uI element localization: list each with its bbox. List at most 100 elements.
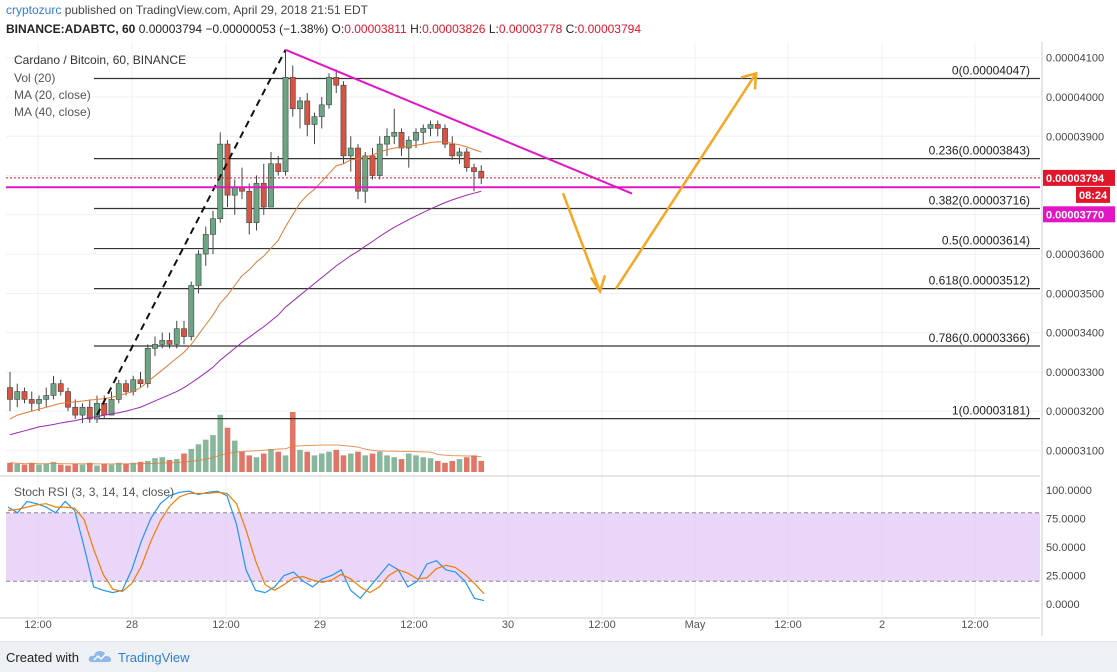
volume-bar: [391, 457, 398, 472]
candle-body: [50, 383, 57, 396]
price-tag-label: 0.00003794: [1046, 173, 1105, 185]
fib-level-label: 0.382(0.00003716): [929, 194, 1030, 208]
price-tag-bg: [1043, 206, 1115, 223]
volume-bar: [398, 459, 405, 472]
y-tick-label: 0.00004000: [1046, 92, 1104, 104]
volume-bar: [210, 435, 216, 472]
publish-text: published on TradingView.com, April 29, …: [64, 3, 369, 17]
volume-bar: [471, 455, 477, 472]
volume-bar: [57, 464, 64, 472]
stoch-rsi-band-lines: [6, 512, 1040, 582]
volume-bar: [253, 457, 260, 472]
volume-bar: [268, 448, 274, 472]
volume-bar: [173, 459, 180, 472]
author-link[interactable]: cryptozurc: [6, 3, 62, 17]
candle-body: [442, 128, 448, 145]
candle-body: [304, 100, 311, 125]
fib-level-label: 0.786(0.00003366): [929, 331, 1030, 345]
candle-body: [340, 84, 347, 157]
chart-title: Cardano / Bitcoin, 60, BINANCE: [14, 53, 186, 67]
candle-body: [413, 132, 419, 141]
volume-bar: [282, 455, 289, 472]
candle-body: [449, 143, 456, 157]
volume-bar: [224, 427, 231, 472]
volume-bar: [43, 463, 50, 472]
descending-trendline: [285, 48, 633, 195]
ma40-line: [9, 190, 482, 436]
volume-bar: [231, 440, 238, 472]
volume-bar: [108, 464, 115, 472]
candle-body: [130, 379, 137, 392]
ma20-legend: MA (20, close): [14, 88, 91, 102]
candle-body: [391, 132, 398, 137]
ma40-legend: MA (40, close): [14, 105, 91, 119]
rsi-tick-label: 100.0000: [1046, 485, 1092, 497]
candle-body: [282, 77, 289, 172]
low-label: L:: [488, 22, 499, 36]
candle-body: [79, 406, 86, 416]
close-label: C:: [565, 22, 578, 36]
candle-body: [326, 77, 332, 106]
open-value: 0.00003811: [344, 22, 407, 36]
high-label: H:: [410, 22, 423, 36]
candle-body: [195, 253, 202, 286]
volume-bar: [442, 462, 448, 472]
candle-body: [362, 155, 369, 192]
tradingview-cloud-icon: [88, 651, 111, 662]
volume-bar: [246, 455, 253, 472]
chart-header: cryptozurc published on TradingView.com,…: [0, 0, 1117, 42]
volume-bar: [28, 462, 35, 472]
volume-bar: [86, 462, 93, 472]
volume-bar: [427, 458, 434, 472]
volume-bar: [275, 451, 282, 472]
volume-bar: [144, 460, 151, 472]
created-with-text: Created with: [6, 650, 79, 665]
volume-bar: [123, 463, 129, 472]
volume-bar: [21, 464, 28, 472]
candle-body: [152, 344, 158, 349]
price-chart[interactable]: 0(0.00004047) 0.236(0.00003843) 0.382(0.00…: [0, 42, 1117, 641]
volume-bar: [384, 455, 390, 472]
volume-bar: [166, 460, 173, 472]
x-tick-label: 30: [502, 619, 514, 631]
candle-body: [369, 155, 376, 176]
volume-bar: [340, 455, 347, 472]
candle-body: [166, 340, 173, 345]
tradingview-brand[interactable]: TradingView: [118, 650, 190, 665]
candle-body: [202, 234, 209, 255]
volume-bar: [304, 451, 311, 472]
candle-body: [246, 190, 253, 223]
up-arrow: [614, 72, 758, 290]
volume-bar: [289, 412, 296, 472]
price-tag-bg: [1043, 169, 1115, 186]
fib-level-label: 0.236(0.00003843): [929, 144, 1030, 158]
candle-body: [21, 391, 28, 400]
candle-body: [108, 399, 115, 416]
volume-bar: [152, 458, 158, 472]
volume-ma-line: [9, 444, 482, 465]
candle-body: [289, 77, 296, 110]
candle-body: [43, 395, 50, 400]
volume-bar: [159, 457, 166, 472]
candle-body: [427, 124, 434, 129]
candle-body: [253, 183, 260, 223]
fib-level-label: 0(0.00004047): [952, 64, 1030, 78]
candle-body: [355, 147, 361, 192]
x-tick-label: 28: [126, 619, 138, 631]
candle-body: [224, 143, 231, 196]
volume-bar: [297, 449, 303, 472]
volume-bar: [137, 461, 144, 472]
volume-bar: [463, 457, 470, 472]
candle-body: [478, 170, 485, 179]
volume-bar: [347, 453, 354, 472]
y-tick-label: 0.00003900: [1046, 131, 1104, 143]
volume-bar: [456, 459, 463, 472]
candle-body: [297, 100, 303, 110]
rsi-tick-label: 50.0000: [1046, 542, 1086, 554]
volume-bar: [14, 463, 21, 472]
stoch-rsi-band: [6, 512, 1040, 582]
candle-body: [115, 383, 122, 400]
candle-body: [311, 116, 318, 125]
volume-bar: [195, 444, 202, 472]
volume-bar: [130, 462, 137, 472]
